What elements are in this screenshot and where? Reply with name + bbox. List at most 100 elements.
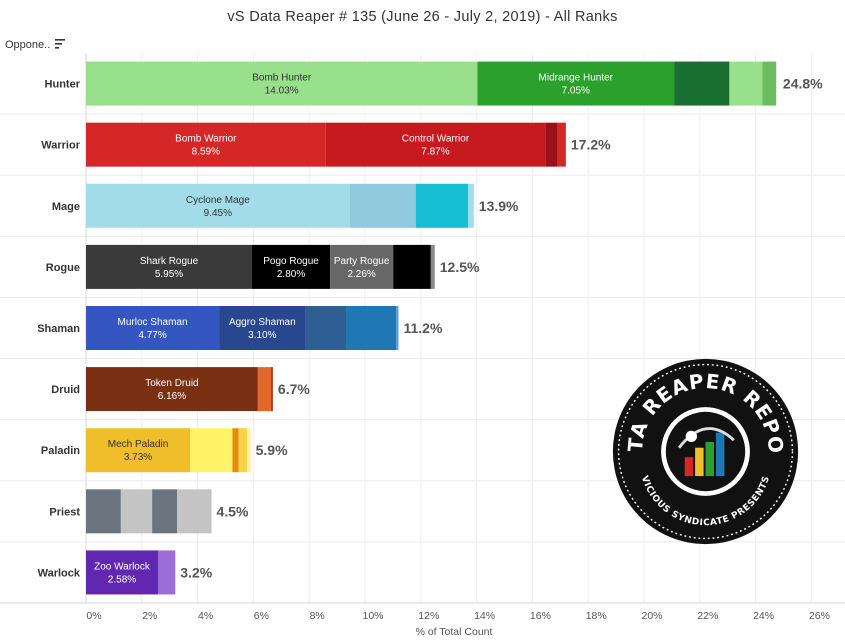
segment-name-label: Midrange Hunter	[539, 73, 614, 84]
total-label: 4.5%	[217, 503, 249, 519]
category-label: Shaman	[37, 323, 80, 335]
segment-value-label: 7.05%	[562, 86, 590, 97]
bar-segment	[349, 183, 416, 228]
sort-icon[interactable]	[54, 38, 66, 50]
bar-segment	[86, 550, 158, 595]
bar-segment	[468, 183, 474, 228]
segment-value-label: 2.26%	[347, 269, 375, 280]
x-tick-label: 26%	[809, 610, 830, 622]
bar-segment	[346, 306, 397, 350]
bar-segment	[232, 428, 239, 473]
x-tick-label: 12%	[418, 610, 439, 622]
bar-segment	[86, 61, 478, 106]
bar-segment	[430, 244, 435, 289]
total-label: 12.5%	[440, 259, 480, 275]
segment-value-label: 14.03%	[265, 86, 299, 97]
bar-segment	[415, 183, 469, 228]
x-axis-label: % of Total Count	[416, 626, 493, 638]
bar-segment	[557, 122, 566, 167]
x-tick-label: 16%	[530, 610, 551, 622]
bar-segment	[86, 183, 350, 228]
bar-segment	[393, 244, 431, 289]
bar-segment	[305, 306, 347, 350]
bar-segment	[246, 428, 251, 473]
x-tick-label: 2%	[142, 610, 157, 622]
bar-segment	[270, 367, 273, 412]
total-label: 3.2%	[180, 564, 212, 580]
x-tick-label: 20%	[641, 610, 662, 622]
category-label: Paladin	[41, 445, 80, 457]
data-reaper-report-logo: DATA REAPER REPORT VICIOUS SYNDICATE PRE…	[611, 357, 799, 545]
bar-segment	[238, 428, 247, 473]
segment-name-label: Token Druid	[145, 378, 198, 389]
bar-segment	[257, 367, 271, 412]
segment-value-label: 8.59%	[192, 147, 220, 158]
segment-name-label: Murloc Shaman	[118, 317, 188, 328]
segment-value-label: 7.87%	[421, 147, 449, 158]
segment-value-label: 4.77%	[138, 330, 166, 341]
bar-segment	[177, 489, 212, 534]
segment-value-label: 9.45%	[204, 208, 232, 219]
category-label: Hunter	[45, 79, 81, 91]
bar-segment	[729, 61, 763, 106]
segment-name-label: Pogo Rogue	[263, 256, 319, 267]
segment-name-label: Shark Rogue	[140, 256, 199, 267]
segment-value-label: 2.80%	[277, 269, 305, 280]
category-label: Mage	[52, 201, 80, 213]
bar-segment	[86, 306, 220, 350]
segment-name-label: Mech Paladin	[108, 439, 169, 450]
category-label: Warlock	[38, 567, 81, 579]
total-label: 11.2%	[403, 320, 442, 336]
bar-segment	[86, 428, 191, 473]
bar-segment	[252, 244, 331, 289]
x-tick-label: 24%	[753, 610, 774, 622]
category-label: Priest	[49, 506, 80, 518]
bar-segment	[477, 61, 675, 106]
segment-value-label: 3.73%	[124, 452, 152, 463]
dimension-header[interactable]: Oppone..	[5, 39, 51, 51]
bar-segment	[86, 367, 258, 412]
category-label: Rogue	[46, 262, 80, 274]
x-tick-label: 6%	[254, 610, 269, 622]
bar-segment	[674, 61, 730, 106]
category-label: Druid	[51, 384, 80, 396]
x-tick-label: 0%	[86, 610, 101, 622]
segment-name-label: Zoo Warlock	[94, 561, 151, 572]
segment-name-label: Cyclone Mage	[186, 195, 250, 206]
segment-value-label: 5.95%	[155, 269, 183, 280]
bar-segment	[762, 61, 777, 106]
bar-segment	[330, 244, 394, 289]
segment-name-label: Bomb Warrior	[175, 134, 237, 145]
total-label: 13.9%	[479, 198, 519, 214]
category-label: Warrior	[41, 140, 80, 152]
segment-value-label: 6.16%	[158, 391, 186, 402]
segment-value-label: 3.10%	[248, 330, 276, 341]
bar-segment	[157, 550, 176, 595]
bar-segment	[120, 489, 153, 534]
x-tick-label: 10%	[362, 610, 383, 622]
bar-segment	[190, 428, 233, 473]
total-label: 24.8%	[783, 76, 823, 92]
total-label: 5.9%	[256, 442, 288, 458]
bar-segment	[396, 306, 399, 350]
bar-segment	[325, 122, 546, 167]
bar-segment	[86, 244, 253, 289]
segment-name-label: Bomb Hunter	[252, 73, 312, 84]
x-tick-label: 22%	[697, 610, 718, 622]
bar-segment	[152, 489, 178, 534]
x-tick-label: 4%	[198, 610, 213, 622]
x-tick-label: 14%	[474, 610, 495, 622]
total-label: 6.7%	[278, 381, 310, 397]
bar-segment	[86, 489, 121, 534]
bar-segment	[86, 122, 326, 167]
bar-segment	[545, 122, 558, 167]
bar-segment	[219, 306, 306, 350]
x-tick-label: 18%	[586, 610, 607, 622]
chart-title: vS Data Reaper # 135 (June 26 - July 2, …	[227, 9, 618, 25]
segment-name-label: Party Rogue	[334, 256, 390, 267]
segment-value-label: 2.58%	[108, 574, 136, 585]
segment-name-label: Aggro Shaman	[229, 317, 296, 328]
total-label: 17.2%	[571, 137, 611, 153]
x-tick-label: 8%	[310, 610, 325, 622]
